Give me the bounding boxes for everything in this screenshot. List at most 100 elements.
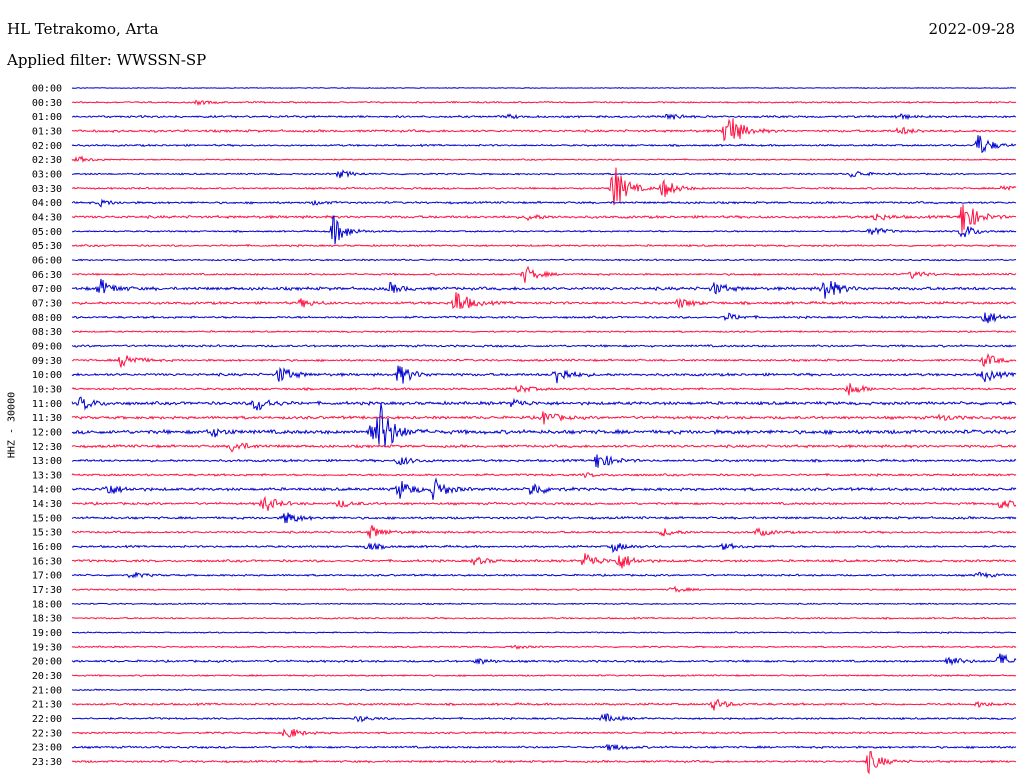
- trace-line: [71, 292, 1017, 310]
- row-label: 06:00: [32, 255, 62, 266]
- traces: [71, 86, 1017, 775]
- trace-line: [71, 512, 1017, 524]
- row-label: 08:30: [32, 327, 62, 338]
- row-label: 19:30: [32, 642, 62, 653]
- trace-line: [71, 442, 1017, 453]
- trace-line: [71, 698, 1017, 711]
- trace-line: [71, 411, 1017, 425]
- trace-line: [71, 113, 1017, 121]
- trace-line: [72, 616, 1017, 620]
- trace-line: [71, 135, 1017, 154]
- row-label: 16:30: [32, 556, 62, 567]
- trace-line: [71, 365, 1017, 384]
- row-label: 23:00: [32, 743, 62, 754]
- trace-line: [71, 644, 1017, 650]
- row-label: 05:00: [32, 227, 62, 238]
- trace-line: [71, 204, 1017, 233]
- row-label: 00:00: [32, 84, 62, 95]
- trace-line: [71, 99, 1017, 107]
- trace-line: [71, 688, 1017, 692]
- trace-line: [71, 713, 1017, 723]
- row-label: 17:30: [32, 585, 62, 596]
- row-label: 23:30: [32, 757, 62, 768]
- trace-line: [71, 653, 1017, 666]
- trace-line: [71, 329, 1017, 334]
- trace-line: [71, 86, 1017, 90]
- row-label: 15:00: [32, 513, 62, 524]
- trace-line: [71, 403, 1017, 448]
- trace-line: [71, 353, 1017, 368]
- trace-line: [71, 344, 1017, 348]
- row-label: 22:30: [32, 728, 62, 739]
- row-label: 15:30: [32, 528, 62, 539]
- row-label: 11:30: [32, 413, 62, 424]
- trace-line: [71, 383, 1017, 396]
- row-label: 04:30: [32, 212, 62, 223]
- row-label: 12:00: [32, 427, 62, 438]
- trace-line: [71, 728, 1017, 738]
- trace-line: [71, 396, 1017, 411]
- row-labels: 00:00 00:30 01:00 01:30 02:00 02:30 03:00 03:30…: [32, 84, 62, 769]
- trace-line: [71, 454, 1017, 468]
- trace-line: [72, 215, 1017, 245]
- row-label: 21:00: [32, 685, 62, 696]
- row-label: 03:30: [32, 184, 62, 195]
- row-label: 06:30: [32, 270, 62, 281]
- trace-line: [72, 312, 1017, 324]
- row-label: 10:30: [32, 384, 62, 395]
- trace-line: [71, 495, 1017, 511]
- trace-line: [71, 198, 1017, 208]
- trace-line: [71, 472, 1017, 479]
- row-label: 07:30: [32, 298, 62, 309]
- row-label: 20:00: [32, 657, 62, 668]
- station-title: HL Tetrakomo, Arta: [7, 20, 159, 38]
- trace-line: [71, 155, 1017, 164]
- trace-line: [71, 673, 1017, 678]
- row-label: 21:30: [32, 700, 62, 711]
- row-label: 12:30: [32, 442, 62, 453]
- row-label: 17:00: [32, 571, 62, 582]
- row-label: 13:30: [32, 470, 62, 481]
- row-label: 02:30: [32, 155, 62, 166]
- row-label: 14:30: [32, 499, 62, 510]
- trace-line: [71, 602, 1017, 606]
- row-label: 09:30: [32, 356, 62, 367]
- row-label: 19:00: [32, 628, 62, 639]
- trace-line: [71, 258, 1016, 262]
- trace-line: [71, 169, 1017, 179]
- row-label: 01:00: [32, 112, 62, 123]
- trace-line: [71, 571, 1017, 579]
- row-label: 08:00: [32, 313, 62, 324]
- row-label: 20:30: [32, 671, 62, 682]
- trace-line: [71, 243, 1017, 248]
- row-label: 11:00: [32, 399, 62, 410]
- row-label: 09:00: [32, 341, 62, 352]
- trace-line: [71, 585, 1017, 593]
- filter-label: Applied filter: WWSSN-SP: [7, 51, 207, 69]
- row-label: 05:30: [32, 241, 62, 252]
- trace-line: [71, 542, 1017, 554]
- date-label: 2022-09-28: [928, 20, 1015, 38]
- row-label: 10:00: [32, 370, 62, 381]
- trace-line: [71, 525, 1017, 539]
- row-label: 14:00: [32, 485, 62, 496]
- row-label: 03:00: [32, 169, 62, 180]
- row-label: 00:30: [32, 98, 62, 109]
- trace-line: [71, 167, 1017, 206]
- row-label: 04:00: [32, 198, 62, 209]
- trace-line: [71, 265, 1017, 283]
- row-label: 02:00: [32, 141, 62, 152]
- trace-line: [71, 750, 1017, 775]
- row-label: 13:00: [32, 456, 62, 467]
- trace-line: [71, 743, 1017, 751]
- row-label: 01:30: [32, 126, 62, 137]
- row-label: 18:30: [32, 614, 62, 625]
- trace-line: [71, 278, 1017, 299]
- trace-line: [71, 553, 1017, 569]
- row-label: 16:00: [32, 542, 62, 553]
- row-label: 18:00: [32, 599, 62, 610]
- trace-line: [71, 477, 1017, 500]
- trace-line: [71, 631, 1017, 634]
- row-label: 22:00: [32, 714, 62, 725]
